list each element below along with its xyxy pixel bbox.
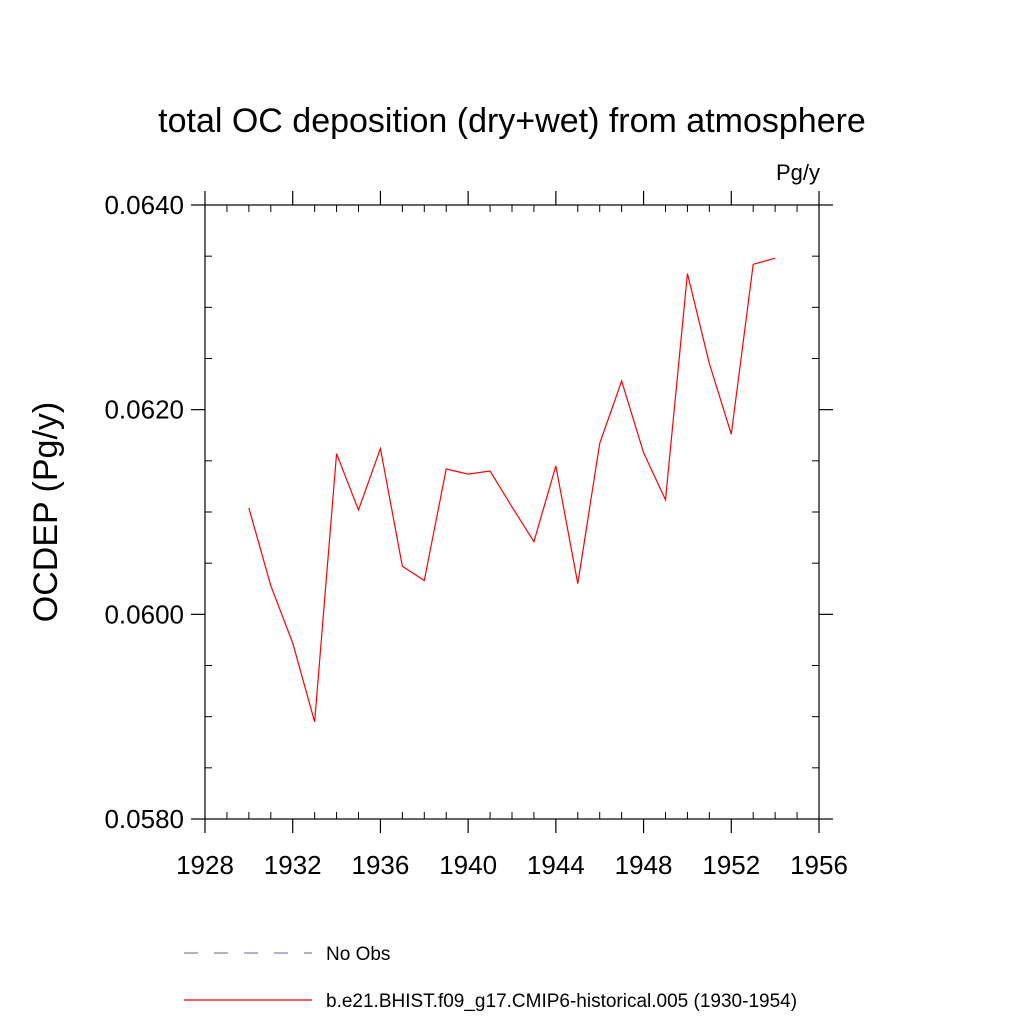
y-tick-label: 0.0620 <box>104 395 184 425</box>
x-tick-label: 1952 <box>702 850 760 880</box>
series-line <box>248 257 776 722</box>
x-tick-label: 1948 <box>615 850 673 880</box>
x-tick-label: 1956 <box>790 850 848 880</box>
plot-frame <box>204 204 820 820</box>
x-tick-labels: 1928 1932 1936 1940 1944 1948 1952 1956 <box>176 850 848 880</box>
x-tick-label: 1928 <box>176 850 234 880</box>
tick-marks <box>191 191 833 833</box>
x-tick-label: 1932 <box>264 850 322 880</box>
chart-title: total OC deposition (dry+wet) from atmos… <box>158 102 866 140</box>
legend-label: No Obs <box>326 944 390 965</box>
y-axis-label: OCDEP (Pg/y) <box>27 402 65 622</box>
y-tick-labels: 0.0580 0.0600 0.0620 0.0640 <box>104 190 184 834</box>
x-tick-label: 1944 <box>527 850 585 880</box>
x-tick-label: 1936 <box>352 850 410 880</box>
legend: No Obs b.e21.BHIST.f09_g17.CMIP6-historic… <box>184 944 797 1012</box>
x-tick-label: 1940 <box>439 850 497 880</box>
y-tick-label: 0.0600 <box>104 599 184 629</box>
y-tick-label: 0.0640 <box>104 190 184 220</box>
units-label: Pg/y <box>776 160 820 185</box>
legend-label: b.e21.BHIST.f09_g17.CMIP6-historical.005… <box>326 991 797 1012</box>
series-layer <box>248 257 776 722</box>
y-tick-label: 0.0580 <box>104 804 184 834</box>
